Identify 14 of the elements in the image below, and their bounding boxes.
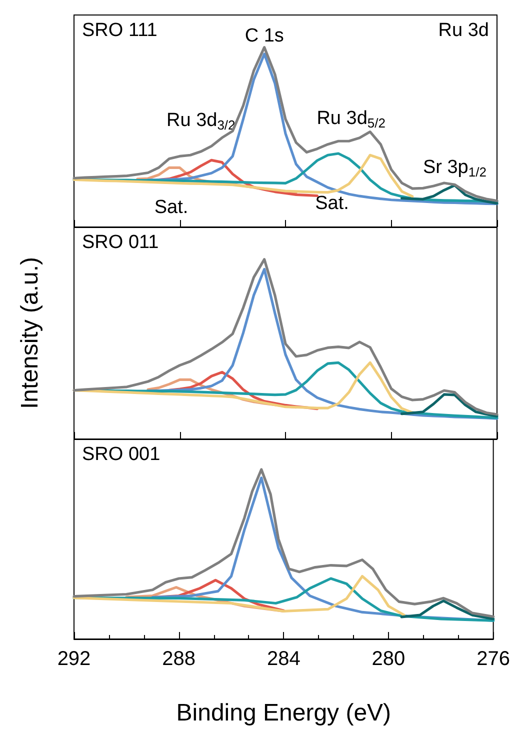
text: Ru 3d — [438, 20, 489, 41]
x-tick-label: 292 — [57, 648, 91, 670]
x-tick-label: 276 — [476, 648, 510, 670]
y-axis-title: Intensity (a.u.) — [16, 256, 44, 410]
text: SRO 011 — [82, 232, 159, 253]
text: C 1s — [244, 25, 284, 46]
annotation: Sat. — [315, 192, 349, 214]
x-tick-label: 288 — [162, 648, 196, 670]
x-tick-label: 284 — [266, 648, 300, 670]
text: SRO 001 — [82, 444, 160, 465]
x-axis-title: Binding Energy (eV) — [176, 700, 392, 726]
annotation: Sat. — [154, 197, 188, 218]
x-tick-label: 280 — [372, 648, 406, 670]
text: SRO 111 — [82, 20, 158, 41]
